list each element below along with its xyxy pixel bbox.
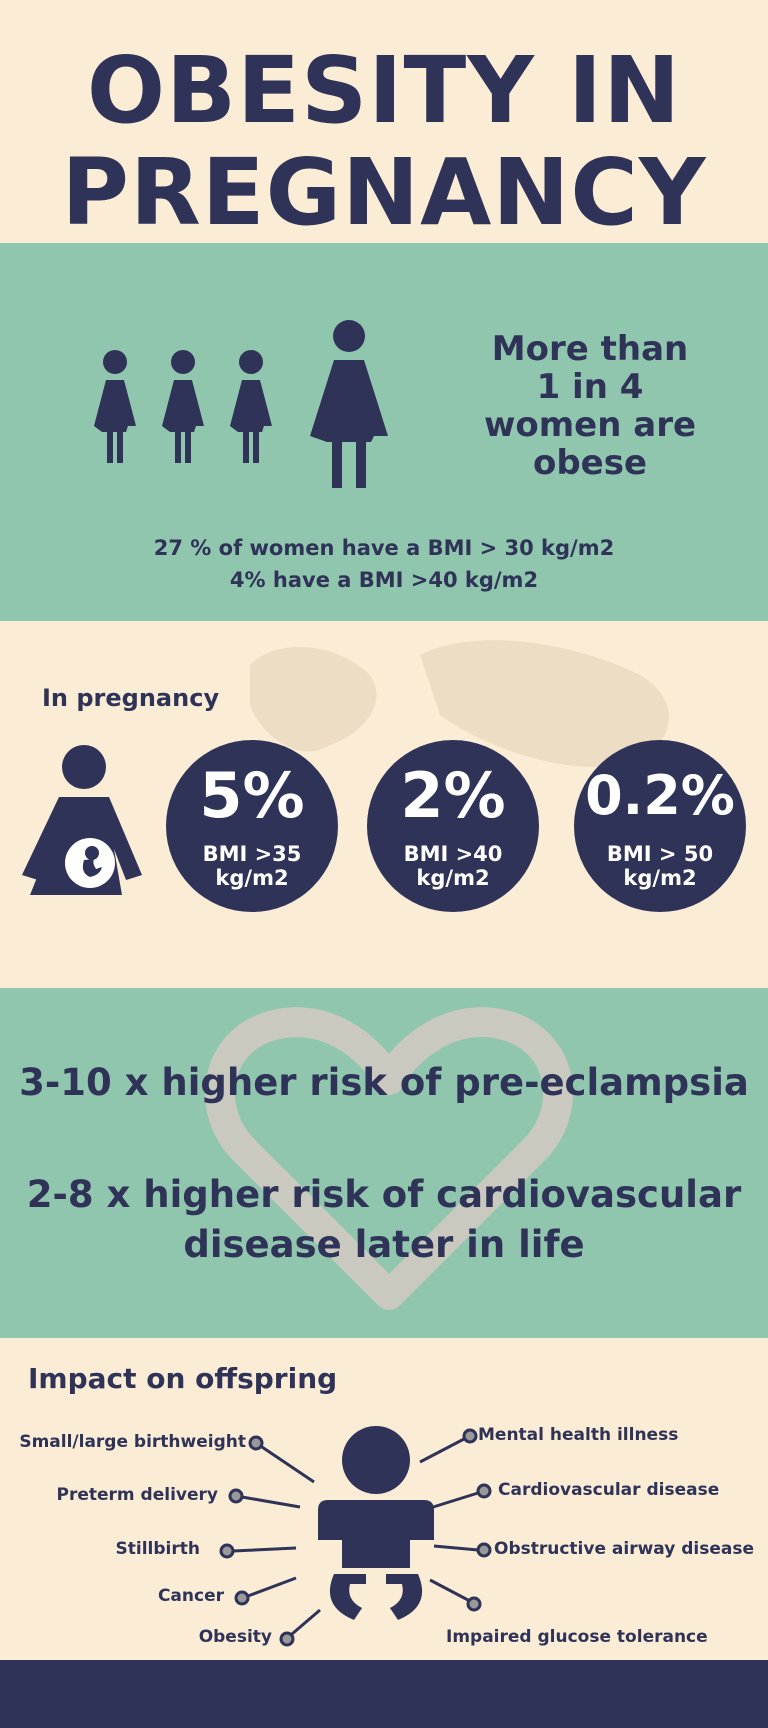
- women-icons: [94, 320, 388, 488]
- offspring-effect-left: Stillbirth: [115, 1539, 200, 1559]
- stat-label-line: kg/m2: [623, 866, 697, 890]
- bmi-stats: 27 % of women have a BMI > 30 kg/m2 4% h…: [0, 532, 768, 596]
- risk-line: disease later in life: [183, 1223, 585, 1266]
- stat-percent: 5%: [199, 759, 305, 832]
- stat-label-line: kg/m2: [215, 866, 289, 890]
- pregnant-woman-icon: [22, 745, 142, 895]
- stat-label-line: BMI >40: [403, 842, 503, 866]
- offspring-effect-right: Obstructive airway disease: [494, 1539, 755, 1559]
- offspring-effect-left: Cancer: [157, 1586, 224, 1606]
- pregnancy-heading: In pregnancy: [42, 684, 220, 712]
- headline-line: 1 in 4: [536, 367, 644, 407]
- offspring-effect-right: Mental health illness: [478, 1425, 679, 1445]
- headline-line: women are: [483, 405, 697, 445]
- woman-icon: [230, 350, 272, 463]
- title-line-2: PREGNANCY: [61, 139, 707, 246]
- baby-icon: [318, 1426, 434, 1620]
- risk-line: 2-8 x higher risk of cardiovascular: [26, 1173, 742, 1216]
- world-map-watermark: [250, 640, 702, 881]
- stat-label-line: kg/m2: [416, 866, 490, 890]
- stat-label: BMI >35 kg/m2: [166, 842, 338, 890]
- offspring-effect-left: Preterm delivery: [56, 1485, 218, 1505]
- footer-bar: [0, 1660, 768, 1728]
- obesity-headline: More than 1 in 4 women are obese: [440, 330, 740, 482]
- offspring-connectors: [219, 1428, 492, 1647]
- stat-percent: 2%: [400, 759, 506, 832]
- title-line-1: OBESITY IN: [86, 37, 682, 144]
- pregnancy-stat-circle: 2% BMI >40 kg/m2: [367, 740, 539, 912]
- pregnancy-stat-circle: 5% BMI >35 kg/m2: [166, 740, 338, 912]
- stat-label: BMI >40 kg/m2: [367, 842, 539, 890]
- headline-line: More than: [491, 329, 689, 369]
- offspring-effect-left: Small/large birthweight: [19, 1432, 246, 1452]
- offspring-effect-left: Obesity: [198, 1627, 272, 1647]
- large-woman-icon: [310, 320, 388, 488]
- stat-label-line: BMI >35: [202, 842, 302, 866]
- woman-icon: [94, 350, 136, 463]
- offspring-effect-right: Cardiovascular disease: [498, 1480, 720, 1500]
- offspring-effect-right: Impaired glucose tolerance: [446, 1627, 708, 1647]
- headline-line: obese: [532, 443, 648, 483]
- stat-label-line: BMI > 50: [606, 842, 714, 866]
- stat-percent: 0.2%: [585, 764, 735, 827]
- pregnancy-stat-circle: 0.2% BMI > 50 kg/m2: [574, 740, 746, 912]
- bmi-stat-line: 4% have a BMI >40 kg/m2: [229, 568, 539, 592]
- cardiovascular-risk: 2-8 x higher risk of cardiovascular dise…: [0, 1170, 768, 1270]
- page-title: OBESITY IN PREGNANCY: [0, 40, 768, 244]
- woman-icon: [162, 350, 204, 463]
- offspring-heading: Impact on offspring: [28, 1362, 338, 1395]
- heart-icon: [205, 1007, 573, 1310]
- preeclampsia-risk: 3-10 x higher risk of pre-eclampsia: [19, 1061, 749, 1104]
- stat-label: BMI > 50 kg/m2: [574, 842, 746, 890]
- bmi-stat-line: 27 % of women have a BMI > 30 kg/m2: [153, 536, 615, 560]
